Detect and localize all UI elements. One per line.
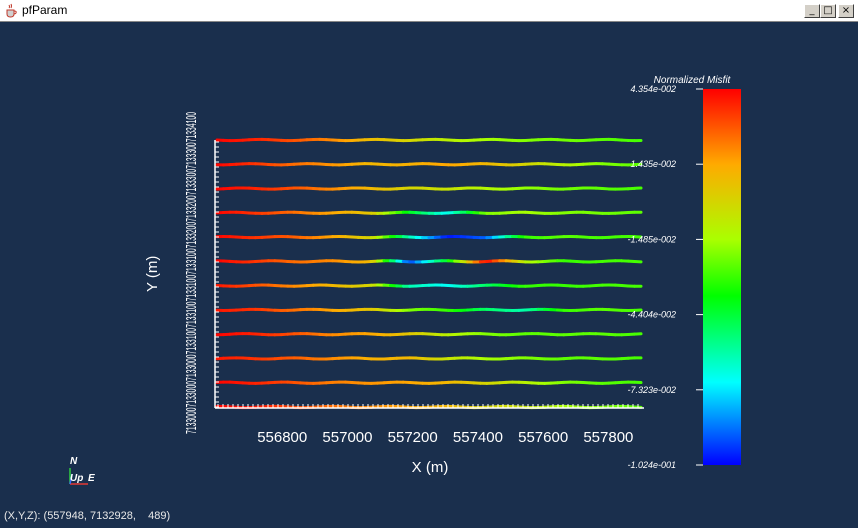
profile-line [215,356,643,361]
profile-line [215,283,643,288]
x-axis-label: X (m) [412,459,449,476]
cursor-coordinates: (X,Y,Z): (557948, 7132928, 489) [4,510,171,522]
x-tick-label: 557800 [583,429,633,446]
colorbar-label: -1.485e-002 [627,234,676,244]
profile-line [215,186,643,191]
x-tick-labels: 556800 557000 557200 557400 557600 557800 [257,429,633,446]
x-tick-label: 556800 [257,429,307,446]
x-axis-minor-ticks [217,404,639,408]
up-axis-line [69,473,73,485]
plot-viewport[interactable]: 7133000713300071330007133100713310071331… [4,22,854,508]
x-tick-label: 557200 [388,429,438,446]
x-tick-label: 557000 [322,429,372,446]
profile-line [215,162,643,167]
colorbar-label: -7.323e-002 [627,385,676,395]
colorbar-label: -1.024e-001 [627,460,676,470]
profile-line [215,307,643,313]
profile-line [215,137,643,143]
colorbar-label: 4.354e-002 [630,84,676,94]
window-title: pfParam [22,3,68,17]
x-tick-label: 557600 [518,429,568,446]
up-label: Up [70,473,83,484]
close-button[interactable]: × [838,4,854,18]
profile-lines [215,137,643,410]
colorbar-label: 1.435e-002 [630,159,676,169]
x-tick-label: 557400 [453,429,503,446]
maximize-icon: □ [823,5,833,16]
java-cup-icon [6,3,17,18]
profile-line [215,234,643,240]
y-axis-minor-ticks [215,141,219,408]
maximize-button[interactable]: □ [820,4,836,18]
profile-line [215,332,643,337]
minimize-icon: _ [809,5,815,16]
profile-line [215,259,643,264]
plot-axes [214,140,644,409]
profile-line [215,380,643,385]
colorbar-label: -4.404e-002 [627,310,676,320]
east-label: E [88,473,95,484]
colorbar [703,89,741,465]
minimize-button[interactable]: _ [804,4,820,18]
profile-line [215,210,643,215]
title-bar[interactable]: pfParam _ □ × [0,0,858,22]
y-tick-labels: 7133000713300071330007133100713310071331… [183,112,200,434]
north-label: N [70,456,78,467]
colorbar-title: Normalized Misfit [654,75,732,86]
orientation-axes: N Up E [69,456,95,485]
colorbar-labels: 4.354e-002 1.435e-002 -1.485e-002 -4.404e-0… [627,84,703,470]
close-icon: × [841,5,851,16]
y-axis-label: Y (m) [144,256,161,292]
status-bar: (X,Y,Z): (557948, 7132928, 489) [0,508,858,528]
